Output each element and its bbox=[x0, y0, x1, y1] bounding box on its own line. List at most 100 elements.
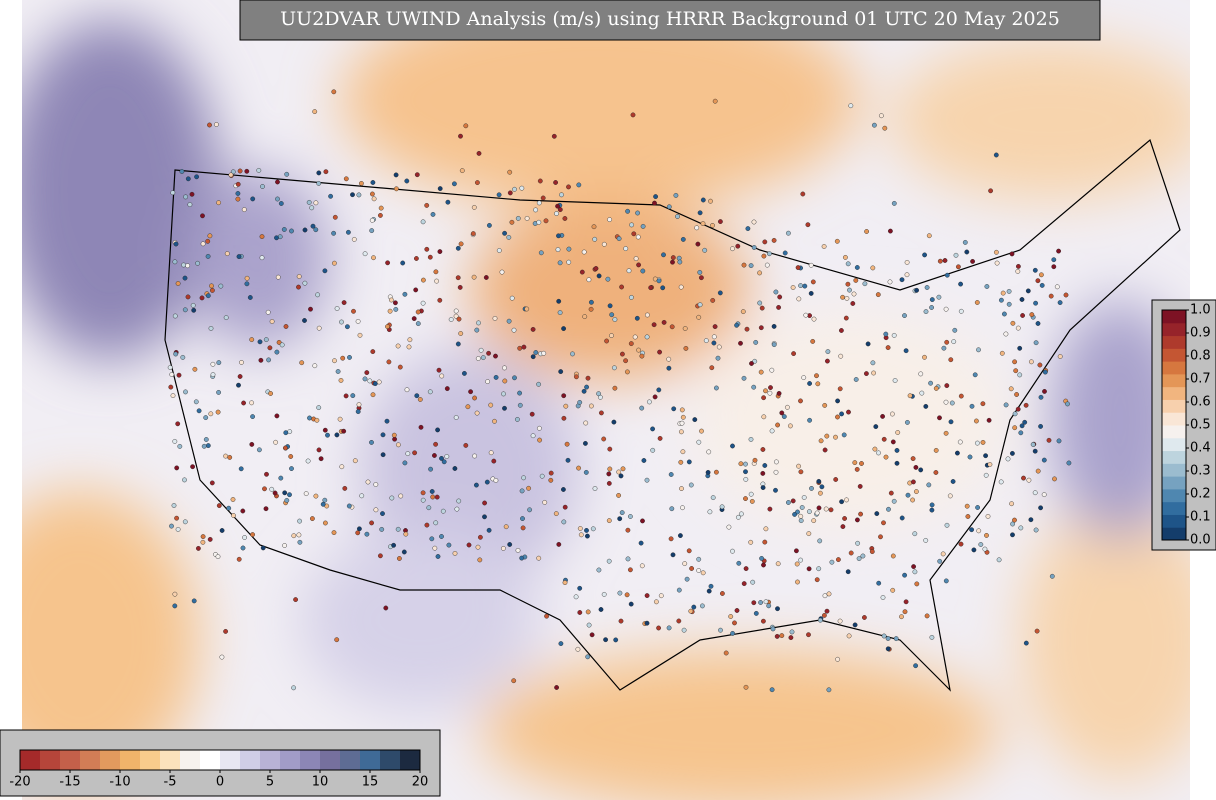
station-dot bbox=[310, 223, 316, 229]
station-dot bbox=[238, 466, 244, 472]
station-dot bbox=[700, 221, 706, 227]
station-dot bbox=[367, 378, 373, 384]
station-dot bbox=[763, 526, 769, 532]
station-dot bbox=[370, 392, 376, 398]
station-dot bbox=[492, 315, 498, 321]
station-dot bbox=[350, 393, 356, 398]
station-dot bbox=[712, 324, 718, 329]
colorbar-tick-label: 0.2 bbox=[1190, 487, 1211, 502]
station-dot bbox=[458, 133, 463, 139]
station-dot bbox=[172, 259, 178, 265]
station-dot bbox=[502, 378, 508, 384]
station-dot bbox=[356, 526, 362, 532]
colorbar-swatch bbox=[1162, 361, 1186, 375]
station-dot bbox=[629, 222, 634, 228]
station-dot bbox=[240, 545, 246, 551]
station-dot bbox=[741, 375, 747, 381]
station-dot bbox=[696, 556, 702, 562]
station-dot bbox=[191, 598, 197, 604]
station-dot bbox=[814, 510, 820, 516]
station-dot bbox=[937, 415, 942, 421]
station-dot bbox=[848, 103, 854, 109]
station-dot bbox=[632, 334, 638, 340]
station-dot bbox=[678, 284, 684, 290]
station-dot bbox=[596, 391, 601, 397]
station-dot bbox=[918, 371, 924, 377]
station-dot bbox=[461, 370, 467, 376]
station-dot bbox=[807, 509, 812, 514]
station-dot bbox=[753, 611, 759, 616]
station-dot bbox=[223, 629, 229, 634]
station-dot bbox=[782, 250, 788, 256]
station-dot bbox=[1010, 450, 1015, 456]
station-dot bbox=[519, 185, 525, 191]
station-dot bbox=[477, 534, 483, 540]
station-dot bbox=[767, 390, 773, 396]
station-dot bbox=[432, 545, 438, 551]
station-dot bbox=[840, 294, 845, 300]
station-dot bbox=[482, 514, 487, 520]
station-dot bbox=[391, 432, 397, 438]
station-dot bbox=[170, 190, 176, 196]
station-dot bbox=[478, 347, 484, 353]
station-dot bbox=[583, 469, 589, 475]
station-dot bbox=[841, 432, 847, 438]
station-dot bbox=[633, 256, 639, 261]
station-dot bbox=[1017, 372, 1023, 378]
station-dot bbox=[788, 423, 793, 429]
station-dot bbox=[710, 495, 716, 500]
station-dot bbox=[1022, 419, 1028, 425]
station-dot bbox=[502, 230, 507, 236]
station-dot bbox=[794, 561, 800, 567]
station-dot bbox=[437, 186, 443, 192]
station-dot bbox=[533, 350, 539, 355]
station-dot bbox=[761, 414, 767, 420]
station-dot bbox=[369, 439, 374, 445]
station-dot bbox=[853, 277, 859, 283]
station-dot bbox=[446, 542, 452, 548]
station-dot bbox=[387, 308, 393, 314]
station-dot bbox=[650, 426, 655, 432]
station-dot bbox=[808, 262, 814, 268]
station-dot bbox=[796, 296, 802, 302]
station-dot bbox=[403, 531, 409, 537]
station-dot bbox=[948, 357, 954, 363]
station-dot bbox=[526, 485, 531, 491]
station-dot bbox=[216, 200, 222, 206]
station-dot bbox=[809, 485, 814, 491]
station-dot bbox=[819, 484, 825, 490]
colorbar-swatch bbox=[1162, 386, 1186, 400]
station-dot bbox=[203, 437, 209, 442]
station-dot bbox=[974, 418, 979, 424]
station-dot bbox=[879, 113, 884, 119]
station-dot bbox=[369, 520, 374, 526]
station-dot bbox=[644, 334, 650, 340]
station-dot bbox=[216, 360, 222, 365]
station-dot bbox=[748, 539, 754, 545]
station-dot bbox=[940, 551, 946, 557]
station-dot bbox=[585, 533, 590, 539]
station-dot bbox=[833, 477, 839, 482]
colorbar-swatch bbox=[340, 750, 361, 770]
colorbar-tick-label: 0.1 bbox=[1190, 510, 1211, 525]
station-dot bbox=[260, 545, 266, 551]
station-dot bbox=[971, 547, 977, 553]
station-dot bbox=[172, 603, 178, 609]
station-dot bbox=[577, 399, 583, 405]
colorbar-tick-label: 0.6 bbox=[1190, 395, 1211, 410]
station-dot bbox=[1039, 272, 1044, 278]
station-dot bbox=[276, 339, 282, 345]
station-dot bbox=[681, 627, 687, 633]
station-dot bbox=[323, 169, 329, 175]
station-dot bbox=[1009, 251, 1015, 257]
station-dot bbox=[985, 514, 991, 519]
station-dot bbox=[905, 492, 911, 498]
station-dot bbox=[862, 281, 868, 287]
station-dot bbox=[1049, 573, 1055, 579]
station-dot bbox=[556, 233, 561, 239]
station-dot bbox=[404, 178, 410, 184]
station-dot bbox=[944, 272, 950, 278]
station-dot bbox=[999, 297, 1004, 303]
station-dot bbox=[341, 428, 347, 434]
station-dot bbox=[738, 340, 743, 346]
